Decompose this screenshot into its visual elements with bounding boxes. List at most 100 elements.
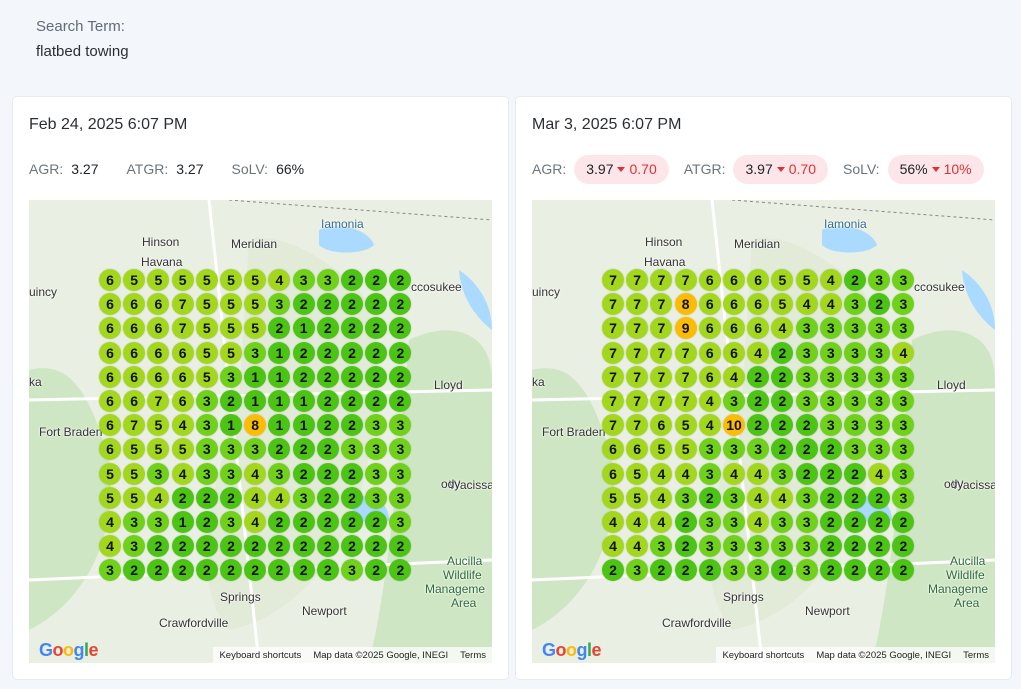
- rank-point[interactable]: 5: [244, 293, 267, 316]
- rank-point[interactable]: 4: [747, 341, 770, 364]
- rank-point[interactable]: 2: [771, 365, 794, 388]
- rank-point[interactable]: 3: [650, 535, 673, 558]
- rank-point[interactable]: 2: [244, 559, 267, 582]
- rank-point[interactable]: 2: [220, 486, 242, 509]
- rank-point[interactable]: 2: [316, 365, 339, 388]
- rank-point[interactable]: 5: [147, 269, 170, 291]
- rank-point[interactable]: 2: [220, 390, 242, 412]
- rank-point[interactable]: 4: [819, 293, 842, 316]
- keyboard-shortcuts-link[interactable]: Keyboard shortcuts: [219, 649, 302, 661]
- rank-point[interactable]: 5: [123, 462, 146, 485]
- rank-point[interactable]: 2: [292, 511, 315, 533]
- rank-point[interactable]: 2: [365, 293, 388, 316]
- rank-point[interactable]: 2: [341, 462, 363, 485]
- rank-point[interactable]: 3: [123, 511, 146, 533]
- rank-point[interactable]: 3: [341, 559, 363, 582]
- terms-link[interactable]: Terms: [460, 649, 486, 661]
- rank-point[interactable]: 2: [244, 535, 267, 558]
- rank-point[interactable]: 4: [747, 462, 770, 485]
- rank-point[interactable]: 4: [747, 486, 770, 509]
- rank-point[interactable]: 7: [602, 365, 624, 388]
- rank-point[interactable]: 2: [316, 317, 339, 340]
- rank-point[interactable]: 3: [844, 390, 866, 412]
- rank-point[interactable]: 7: [650, 269, 673, 291]
- rank-point[interactable]: 7: [602, 269, 624, 291]
- rank-point[interactable]: 3: [868, 365, 891, 388]
- rank-point[interactable]: 4: [819, 269, 842, 291]
- rank-point[interactable]: 6: [147, 317, 170, 340]
- rank-point[interactable]: 2: [316, 486, 339, 509]
- rank-point[interactable]: 2: [389, 390, 412, 412]
- rank-point[interactable]: 2: [365, 365, 388, 388]
- rank-point[interactable]: 2: [650, 559, 673, 582]
- rank-point[interactable]: 2: [268, 317, 291, 340]
- rank-point[interactable]: 2: [771, 341, 794, 364]
- rank-point[interactable]: 4: [892, 341, 915, 364]
- rank-point[interactable]: 6: [747, 269, 770, 291]
- rank-point[interactable]: 1: [268, 414, 291, 437]
- rank-point[interactable]: 1: [292, 414, 315, 437]
- rank-point[interactable]: 3: [389, 438, 412, 461]
- rank-point[interactable]: 3: [389, 414, 412, 437]
- rank-point[interactable]: 3: [99, 559, 121, 582]
- rank-point[interactable]: 2: [819, 486, 842, 509]
- rank-point[interactable]: 5: [771, 293, 794, 316]
- rank-point[interactable]: 7: [602, 293, 624, 316]
- rank-point[interactable]: 6: [698, 365, 721, 388]
- rank-point[interactable]: 1: [268, 365, 291, 388]
- rank-point[interactable]: 5: [123, 486, 146, 509]
- rank-point[interactable]: 2: [316, 293, 339, 316]
- rank-point[interactable]: 2: [365, 317, 388, 340]
- rank-point[interactable]: 2: [868, 535, 891, 558]
- rank-point[interactable]: 3: [723, 486, 745, 509]
- rank-point[interactable]: 2: [389, 293, 412, 316]
- rank-point[interactable]: 6: [99, 438, 121, 461]
- rank-point[interactable]: 4: [147, 486, 170, 509]
- rank-point[interactable]: 2: [171, 559, 194, 582]
- rank-point[interactable]: 6: [698, 269, 721, 291]
- rank-point[interactable]: 7: [674, 269, 697, 291]
- rank-point[interactable]: 2: [195, 511, 218, 533]
- rank-point[interactable]: 5: [220, 341, 242, 364]
- rank-point[interactable]: 5: [244, 269, 267, 291]
- rank-point[interactable]: 5: [195, 269, 218, 291]
- rank-point[interactable]: 7: [626, 293, 649, 316]
- rank-point[interactable]: 5: [195, 365, 218, 388]
- rank-point[interactable]: 3: [747, 559, 770, 582]
- rank-point[interactable]: 3: [844, 365, 866, 388]
- rank-point[interactable]: 2: [819, 559, 842, 582]
- rank-point[interactable]: 3: [268, 462, 291, 485]
- rank-point[interactable]: 2: [892, 559, 915, 582]
- rank-point[interactable]: 6: [698, 293, 721, 316]
- rank-point[interactable]: 2: [389, 341, 412, 364]
- rank-point[interactable]: 7: [626, 317, 649, 340]
- rank-point[interactable]: 6: [171, 341, 194, 364]
- rank-point[interactable]: 3: [844, 341, 866, 364]
- rank-point[interactable]: 1: [220, 414, 242, 437]
- rank-point[interactable]: 6: [123, 390, 146, 412]
- rank-point[interactable]: 4: [650, 511, 673, 533]
- rank-point[interactable]: 2: [292, 293, 315, 316]
- rank-point[interactable]: 3: [868, 317, 891, 340]
- rank-point[interactable]: 2: [389, 535, 412, 558]
- rank-point[interactable]: 4: [268, 269, 291, 291]
- rank-grid-map[interactable]: Hinson Havana Meridian Iamonia ccosukee uincy…: [532, 200, 995, 663]
- rank-point[interactable]: 6: [650, 414, 673, 437]
- rank-point[interactable]: 2: [698, 559, 721, 582]
- rank-point[interactable]: 2: [292, 559, 315, 582]
- rank-point[interactable]: 2: [602, 559, 624, 582]
- rank-point[interactable]: 7: [650, 365, 673, 388]
- rank-point[interactable]: 5: [99, 462, 121, 485]
- rank-point[interactable]: 3: [771, 511, 794, 533]
- rank-point[interactable]: 2: [292, 365, 315, 388]
- rank-point[interactable]: 3: [316, 269, 339, 291]
- rank-point[interactable]: 2: [268, 535, 291, 558]
- rank-point[interactable]: 2: [868, 486, 891, 509]
- rank-point[interactable]: 2: [341, 535, 363, 558]
- rank-point[interactable]: 7: [650, 317, 673, 340]
- rank-point[interactable]: 3: [195, 438, 218, 461]
- rank-point[interactable]: 4: [99, 511, 121, 533]
- rank-point[interactable]: 3: [844, 293, 866, 316]
- rank-point[interactable]: 2: [292, 341, 315, 364]
- rank-point[interactable]: 3: [147, 511, 170, 533]
